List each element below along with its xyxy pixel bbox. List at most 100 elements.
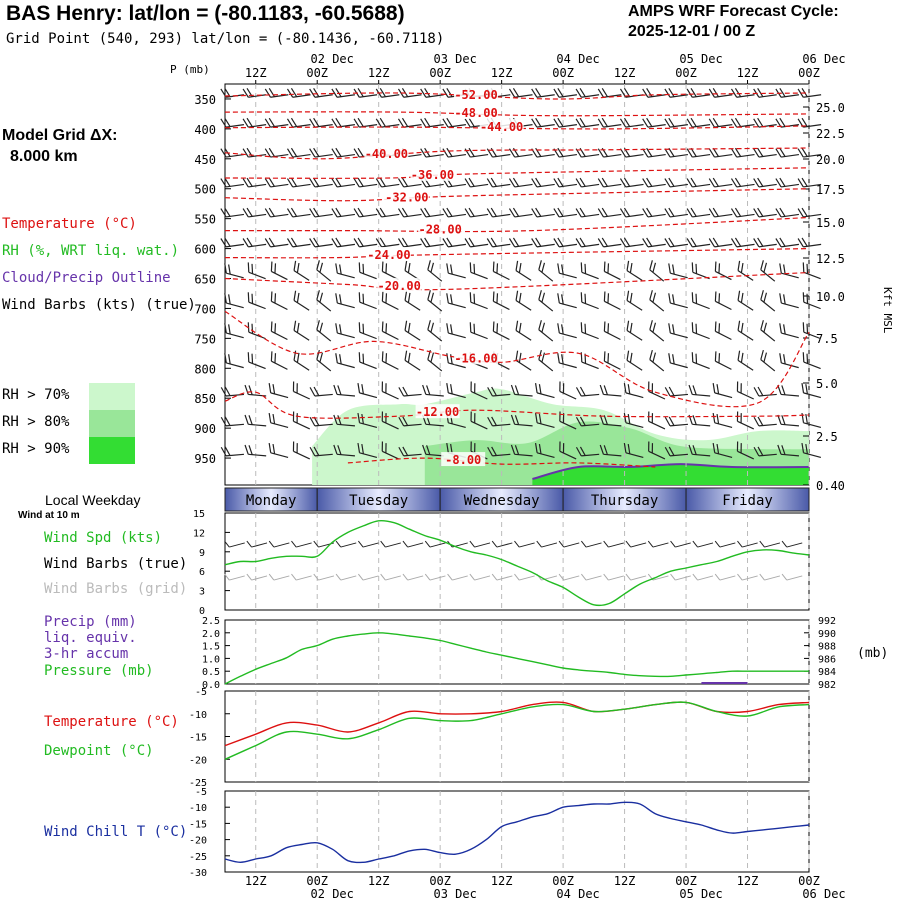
wind-barb-staff <box>581 271 599 280</box>
wind-barb-flag <box>487 446 493 457</box>
wind-barb-flag <box>224 147 231 157</box>
wind-barb-staff <box>359 422 378 429</box>
wind-barb-flag <box>642 208 649 218</box>
sfc-barb-flag <box>224 573 230 581</box>
wind-barb <box>446 383 466 399</box>
wind-barb-flag <box>579 446 586 456</box>
sfc-barb-true <box>514 540 535 548</box>
wind-barb <box>553 177 577 188</box>
wind-barb-staff <box>538 359 554 372</box>
wind-barb <box>642 207 666 218</box>
wind-barb-staff <box>692 94 711 98</box>
sfc-barb-staff <box>229 542 245 548</box>
wind-barb-staff <box>470 153 489 158</box>
wind-barb <box>553 237 577 248</box>
wind-barb-staff <box>271 360 288 370</box>
wind-barb-flag <box>760 290 764 300</box>
temp-contour-label-bg-7 <box>366 247 411 262</box>
wind-barb <box>264 177 289 188</box>
wind-barb-flag <box>357 442 361 453</box>
wind-barb <box>664 117 688 128</box>
temp-contour-label-1: -48.00 <box>454 106 497 120</box>
wind-barb-staff <box>316 359 332 372</box>
wind-barb-staff <box>427 269 443 282</box>
wind-barb-flag <box>381 321 384 332</box>
sfc-barb-staff <box>519 542 535 548</box>
pressure-ytick-label-3: 988 <box>818 642 836 653</box>
wind-barb-staff <box>404 329 421 341</box>
wind-barb-staff <box>626 299 643 311</box>
wind-barb-flag <box>469 322 472 333</box>
wind-barb <box>664 207 688 218</box>
wind-barb-flag <box>535 237 542 247</box>
wind-barb-flag <box>268 442 272 453</box>
wind-barb <box>553 88 577 98</box>
wind-barb-staff <box>737 329 754 341</box>
wind-barb-flag <box>381 291 384 302</box>
wind-barb <box>686 88 711 98</box>
wind-barb-staff <box>470 183 489 188</box>
wind-barb <box>357 442 378 459</box>
wind-barb <box>242 177 267 188</box>
wind-barb-flag <box>397 178 405 188</box>
wind-barb-flag <box>492 291 495 302</box>
temp-contour-label-6: -28.00 <box>418 223 461 237</box>
wind-barb-staff <box>448 392 466 399</box>
wind-barb-flag <box>664 118 671 128</box>
temp-panel-frame <box>224 690 810 783</box>
wind-barb <box>487 386 511 397</box>
wind-barb-flag <box>714 261 717 272</box>
wind-barb <box>736 441 755 460</box>
wind-barb-flag <box>805 384 808 394</box>
sfc-barb-true <box>670 540 691 548</box>
wind-barb <box>714 321 732 341</box>
wind-barb-staff <box>736 94 755 98</box>
wind-barb-staff <box>225 393 245 397</box>
wind-barb-flag <box>579 177 586 187</box>
wind-barb-flag <box>714 351 717 362</box>
wind-barb-flag <box>734 117 742 127</box>
wind-barb-flag <box>557 353 560 364</box>
temp-contour-label-5: -32.00 <box>385 190 428 204</box>
wind-barb <box>797 147 822 158</box>
wind-barb-flag <box>712 177 719 187</box>
bottom-hour-label-8: 12Z <box>737 874 759 888</box>
top-date-label-0: 02 Dec <box>311 52 354 66</box>
wind-barb-staff <box>559 272 577 279</box>
wind-barb-flag <box>244 384 249 395</box>
wind-barb-flag <box>379 207 386 217</box>
wind-barb-flag <box>518 322 522 333</box>
wind-barb-flag <box>753 387 760 397</box>
wind-barb-flag <box>427 290 431 300</box>
wind-barb-staff <box>781 302 799 309</box>
wind-barb-flag <box>313 117 320 127</box>
wind-barb-flag <box>779 207 786 217</box>
pressure-unit-label: (mb) <box>857 646 888 661</box>
wind-barb-flag <box>490 177 497 187</box>
wind-barb-staff <box>603 153 622 158</box>
wind-barb-staff <box>604 300 621 311</box>
wind-barb-staff <box>226 243 244 248</box>
wind-barb-flag <box>712 207 719 217</box>
wind-barb-flag <box>597 88 604 98</box>
wind-barb-flag <box>629 262 633 273</box>
wind-barb-flag <box>272 443 276 454</box>
wind-barb-flag <box>401 207 409 217</box>
wind-barb-flag <box>649 320 653 330</box>
wind-barb <box>357 383 378 399</box>
wind-barb-flag <box>801 207 808 217</box>
wind-barb-flag <box>422 384 427 395</box>
sfc-barb-staff <box>786 542 803 548</box>
wind-barb-flag <box>424 207 431 217</box>
wind-barb-flag <box>730 208 738 218</box>
wind-barb <box>309 207 333 218</box>
wind-barb-staff <box>604 360 621 370</box>
wind-barb <box>686 117 711 128</box>
wind-barb-staff <box>714 452 733 459</box>
wind-barb-flag <box>385 323 388 334</box>
wind-barb-staff <box>425 243 444 248</box>
wind-barb-staff <box>337 272 355 279</box>
wind-barb-flag <box>557 88 564 98</box>
wind-barb <box>668 263 688 279</box>
wind-barb-staff <box>404 299 421 311</box>
